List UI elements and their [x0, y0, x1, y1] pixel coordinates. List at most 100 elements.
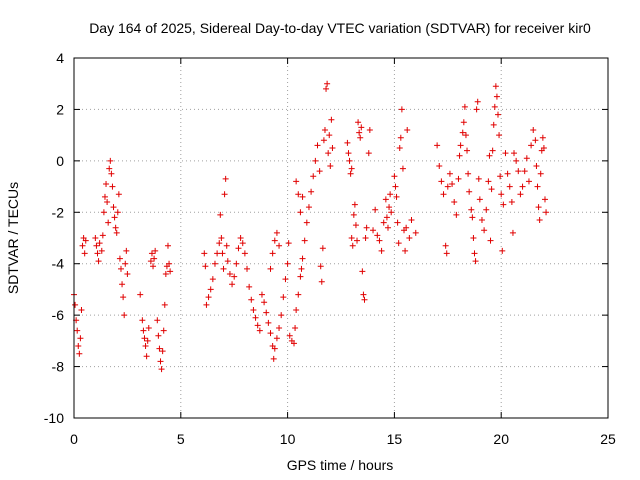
y-tick-label: 4 — [56, 50, 64, 66]
data-point — [99, 232, 106, 239]
data-point — [329, 145, 336, 151]
data-point — [511, 150, 518, 157]
data-point — [258, 291, 265, 298]
data-point — [504, 170, 511, 177]
data-point — [466, 188, 473, 195]
data-point — [72, 301, 79, 308]
data-point — [535, 204, 542, 211]
data-point — [226, 271, 233, 277]
y-axis-label: SDTVAR / TECUs — [5, 182, 21, 294]
data-point — [530, 127, 537, 133]
data-point — [299, 193, 306, 200]
data-point — [327, 163, 334, 169]
data-point — [221, 191, 228, 198]
data-point — [386, 204, 393, 211]
data-point — [282, 276, 289, 283]
data-point — [460, 119, 467, 126]
data-point — [314, 142, 321, 149]
data-point — [301, 237, 308, 244]
data-point — [299, 255, 306, 262]
data-point — [399, 165, 406, 172]
data-point — [222, 175, 229, 182]
data-point — [203, 301, 210, 308]
data-point — [469, 214, 476, 221]
data-point — [160, 327, 167, 334]
data-point — [205, 294, 212, 301]
data-point — [357, 134, 364, 141]
data-point — [143, 353, 150, 360]
data-point — [280, 294, 287, 301]
data-point — [540, 145, 547, 151]
data-point — [361, 296, 368, 303]
x-axis-label: GPS time / hours — [287, 457, 394, 473]
data-point — [224, 258, 231, 265]
data-point — [321, 127, 328, 133]
data-point — [391, 173, 398, 180]
data-point — [265, 319, 272, 326]
data-point — [318, 278, 325, 285]
data-point — [358, 124, 365, 131]
data-point — [145, 325, 152, 331]
data-point — [123, 247, 130, 254]
data-point — [142, 343, 149, 349]
data-point — [104, 199, 111, 205]
data-point — [347, 170, 354, 177]
data-point — [158, 366, 165, 373]
data-point — [285, 240, 292, 247]
x-tick-label: 25 — [600, 431, 616, 447]
data-point — [156, 345, 163, 352]
data-point — [455, 175, 462, 182]
data-point — [297, 209, 304, 216]
data-point — [96, 240, 103, 247]
data-point — [166, 260, 173, 267]
data-point — [273, 335, 280, 342]
data-point — [394, 219, 401, 226]
data-point — [403, 224, 410, 231]
data-point — [380, 219, 387, 226]
data-point — [137, 291, 144, 298]
data-point — [94, 250, 101, 257]
data-point — [267, 330, 274, 337]
data-point — [162, 271, 169, 277]
data-point — [211, 260, 218, 267]
data-point — [486, 152, 493, 159]
data-point — [326, 132, 333, 139]
data-point — [355, 119, 362, 126]
data-point — [78, 307, 85, 313]
data-point — [456, 152, 463, 159]
data-point — [295, 291, 302, 298]
data-point — [319, 245, 326, 252]
y-tick-label: -4 — [52, 256, 65, 272]
data-point — [382, 196, 389, 203]
data-point — [438, 178, 445, 185]
data-point — [209, 276, 216, 283]
data-point — [376, 237, 383, 244]
data-point — [110, 204, 117, 211]
data-point — [491, 103, 498, 110]
data-point — [117, 265, 124, 272]
data-point — [93, 242, 100, 249]
data-point — [159, 348, 166, 355]
data-point — [508, 199, 515, 205]
data-point — [154, 317, 161, 324]
data-point — [119, 281, 126, 288]
plot-frame — [73, 57, 609, 419]
data-point — [111, 214, 118, 221]
y-tick-label: 0 — [56, 153, 64, 169]
data-point — [457, 142, 464, 149]
data-point — [384, 224, 391, 231]
data-point — [395, 240, 402, 247]
data-point — [152, 247, 159, 254]
data-point — [461, 103, 468, 110]
data-point — [124, 271, 131, 277]
data-point — [349, 242, 356, 249]
data-point — [488, 186, 495, 193]
data-point — [493, 93, 500, 100]
data-point — [451, 199, 458, 205]
data-point — [114, 209, 121, 216]
data-point — [305, 204, 312, 211]
data-point — [465, 170, 472, 177]
grid-lines — [74, 58, 608, 418]
data-point — [81, 250, 88, 257]
data-point — [116, 255, 123, 262]
